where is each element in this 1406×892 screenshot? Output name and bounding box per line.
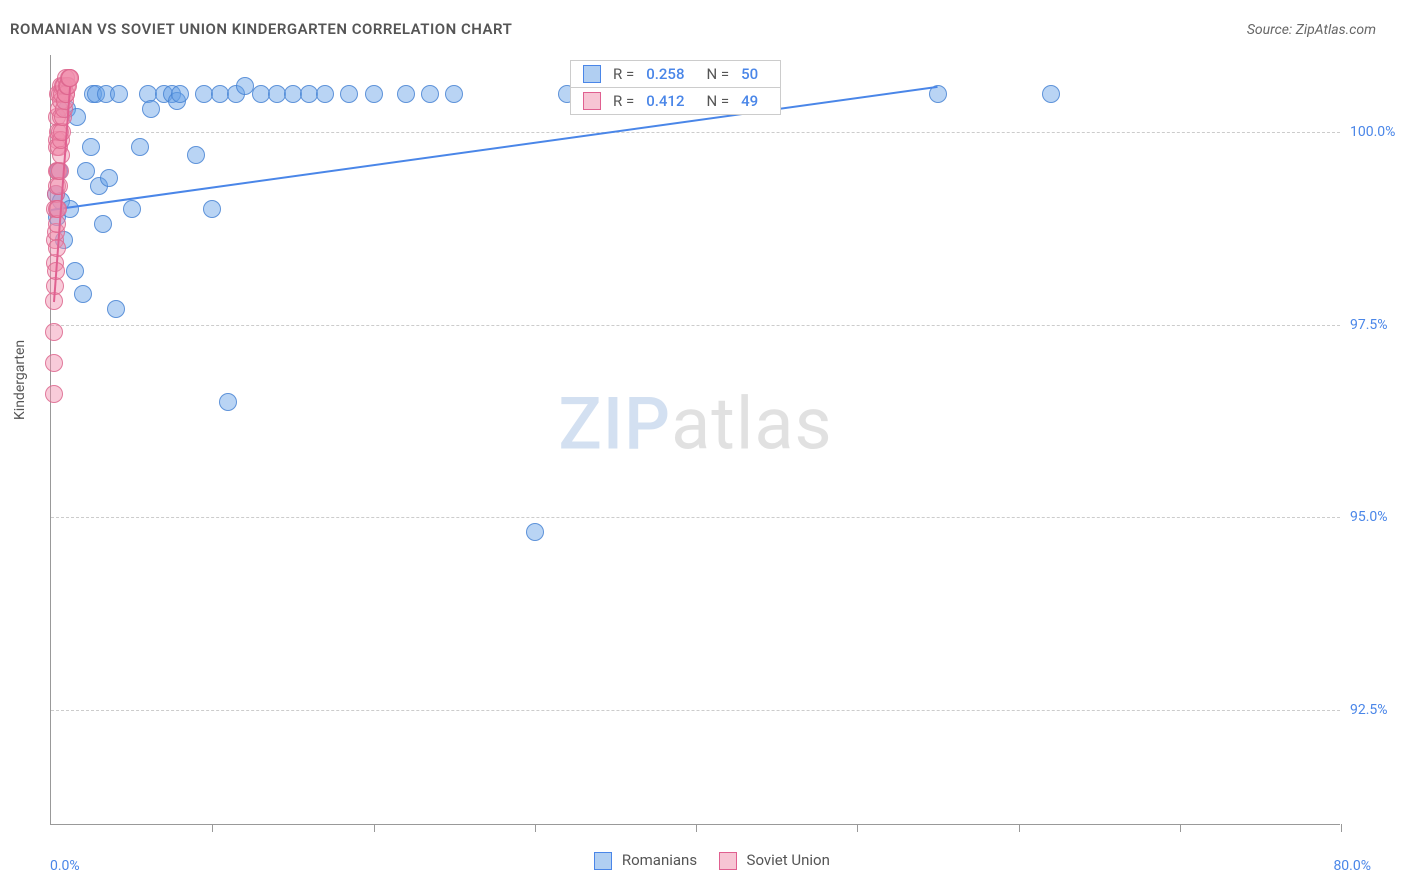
data-point xyxy=(123,200,141,218)
watermark-part2: atlas xyxy=(671,382,833,467)
n-label: N = xyxy=(706,65,729,83)
data-point xyxy=(445,85,463,103)
data-point xyxy=(107,300,125,318)
data-point xyxy=(219,393,237,411)
correlation-legend: R = 0.258 N = 50 R = 0.412 N = 49 xyxy=(570,60,781,115)
series-legend: Romanians Soviet Union xyxy=(0,851,1406,870)
y-tick-label: 97.5% xyxy=(1350,317,1406,333)
data-point xyxy=(51,162,69,180)
data-point xyxy=(397,85,415,103)
data-point xyxy=(45,385,63,403)
data-point xyxy=(49,200,67,218)
data-point xyxy=(526,523,544,541)
data-point xyxy=(100,169,118,187)
x-tick xyxy=(1180,824,1181,832)
y-tick-label: 95.0% xyxy=(1350,509,1406,525)
r-value: 0.258 xyxy=(646,65,684,83)
x-tick xyxy=(1341,824,1342,832)
data-point xyxy=(365,85,383,103)
swatch-icon xyxy=(583,65,601,83)
legend-row: R = 0.412 N = 49 xyxy=(571,87,780,114)
y-axis-label: Kindergarten xyxy=(12,340,28,420)
gridline xyxy=(51,710,1340,711)
data-point xyxy=(45,354,63,372)
data-point xyxy=(52,146,70,164)
data-point xyxy=(53,123,71,141)
data-point xyxy=(110,85,128,103)
source-attribution: Source: ZipAtlas.com xyxy=(1247,22,1376,38)
gridline xyxy=(51,132,1340,133)
plot-area: ZIPatlas 92.5%95.0%97.5%100.0% xyxy=(50,55,1340,825)
data-point xyxy=(421,85,439,103)
watermark: ZIPatlas xyxy=(558,382,832,467)
x-tick xyxy=(212,824,213,832)
x-tick xyxy=(1019,824,1020,832)
data-point xyxy=(61,69,79,87)
data-point xyxy=(131,138,149,156)
data-point xyxy=(340,85,358,103)
y-tick-label: 92.5% xyxy=(1350,702,1406,718)
n-value: 50 xyxy=(741,65,758,83)
x-tick xyxy=(535,824,536,832)
x-tick xyxy=(696,824,697,832)
x-tick xyxy=(857,824,858,832)
data-point xyxy=(171,85,189,103)
data-point xyxy=(66,262,84,280)
data-point xyxy=(82,138,100,156)
gridline xyxy=(51,517,1340,518)
chart-title: ROMANIAN VS SOVIET UNION KINDERGARTEN CO… xyxy=(10,20,512,38)
data-point xyxy=(74,285,92,303)
swatch-icon xyxy=(594,852,612,870)
y-tick-label: 100.0% xyxy=(1350,124,1406,140)
swatch-icon xyxy=(719,852,737,870)
legend-row: R = 0.258 N = 50 xyxy=(571,61,780,87)
r-label: R = xyxy=(613,65,634,83)
legend-label: Soviet Union xyxy=(747,851,830,869)
n-value: 49 xyxy=(741,92,758,110)
data-point xyxy=(45,323,63,341)
data-point xyxy=(77,162,95,180)
data-point xyxy=(187,146,205,164)
x-tick xyxy=(374,824,375,832)
data-point xyxy=(50,177,68,195)
legend-label: Romanians xyxy=(622,851,697,869)
swatch-icon xyxy=(583,92,601,110)
r-value: 0.412 xyxy=(646,92,684,110)
data-point xyxy=(94,215,112,233)
data-point xyxy=(316,85,334,103)
data-point xyxy=(1042,85,1060,103)
r-label: R = xyxy=(613,92,634,110)
n-label: N = xyxy=(706,92,729,110)
gridline xyxy=(51,325,1340,326)
watermark-part1: ZIP xyxy=(558,382,671,467)
data-point xyxy=(203,200,221,218)
data-point xyxy=(142,100,160,118)
